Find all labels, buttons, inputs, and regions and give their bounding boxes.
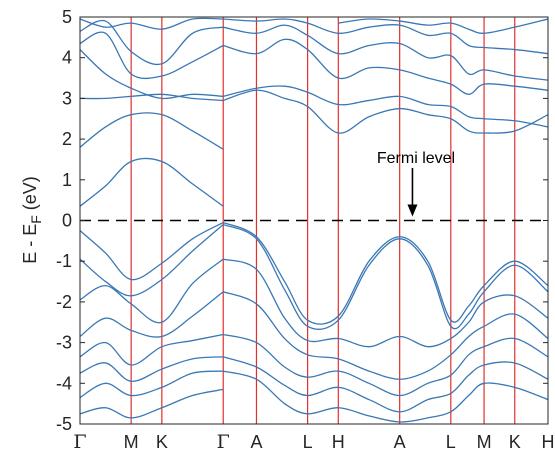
band-valence-7 [80, 388, 224, 419]
band-conduction-10 [223, 24, 548, 81]
band-conduction-7 [223, 89, 548, 134]
y-axis-label: E - EF (eV) [20, 176, 44, 264]
kpoint-label-9: M [477, 432, 492, 452]
y-axis-label-subscript: F [28, 215, 44, 224]
band-valence-6 [80, 370, 224, 399]
band-valence-12 [223, 333, 548, 397]
kpoint-label-11: H [542, 432, 555, 452]
kpoint-label-2: K [156, 432, 168, 452]
band-valence-0 [80, 221, 224, 281]
band-conduction-5 [80, 19, 224, 66]
y-tick-label-5: 0 [62, 211, 72, 231]
kpoint-label-10: K [509, 432, 521, 452]
band-conduction-4 [80, 31, 224, 80]
kpoint-label-5: L [303, 432, 313, 452]
fermi-level-annotation: Fermi level [377, 150, 455, 167]
y-tick-label-1: -4 [56, 373, 72, 393]
band-conduction-11 [223, 18, 548, 55]
band-conduction-12 [338, 18, 548, 34]
band-valence-8 [222, 221, 548, 325]
y-axis-label-main: E - E [20, 224, 40, 264]
y-axis-label-unit: (eV) [20, 176, 40, 215]
kpoint-label-3: Γ [217, 431, 230, 453]
fermi-arrow-head [407, 204, 418, 217]
band-valence-2 [80, 258, 224, 324]
kpoint-label-0: Γ [73, 431, 86, 453]
band-conduction-3 [80, 49, 224, 100]
band-conduction-8 [223, 85, 548, 128]
y-tick-label-6: 1 [62, 170, 72, 190]
y-tick-label-7: 2 [62, 129, 72, 149]
band-conduction-6 [80, 17, 224, 30]
y-tick-label-0: -5 [56, 414, 72, 434]
band-valence-1 [80, 224, 224, 297]
band-valence-10 [223, 258, 548, 348]
kpoint-label-4: A [250, 432, 262, 452]
kpoint-label-6: H [332, 432, 345, 452]
band-valence-3 [80, 291, 224, 338]
band-conduction-0 [80, 157, 224, 207]
y-axis-ticks: -5 -4 -3 -2 -1 0 1 2 3 4 5 [56, 7, 548, 434]
y-tick-label-4: -1 [56, 251, 72, 271]
band-curves [80, 17, 548, 423]
band-valence-13 [223, 356, 548, 413]
band-valence-11 [222, 291, 548, 380]
fermi-level-arrow [407, 168, 418, 217]
y-tick-label-2: -3 [56, 333, 72, 353]
kpoint-label-7: A [394, 432, 406, 452]
kpoint-label-1: M [124, 432, 139, 452]
band-valence-4 [80, 333, 224, 366]
y-tick-label-8: 3 [62, 88, 72, 108]
band-valence-14 [223, 370, 548, 423]
band-conduction-1 [80, 112, 224, 150]
band-valence-5 [80, 356, 224, 382]
band-conduction-9 [223, 38, 548, 95]
band-valence-9 [222, 223, 548, 330]
y-tick-label-9: 4 [62, 48, 72, 68]
y-tick-label-3: -2 [56, 292, 72, 312]
y-tick-label-10: 5 [62, 7, 72, 27]
kpoint-label-8: L [446, 432, 456, 452]
